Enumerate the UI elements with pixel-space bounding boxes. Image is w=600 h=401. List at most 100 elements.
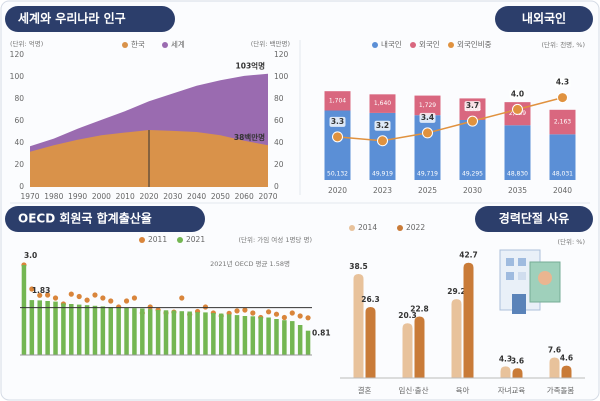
bar xyxy=(155,310,161,355)
bar xyxy=(37,300,42,355)
dot xyxy=(281,314,287,321)
legend-label: 2011 xyxy=(148,235,167,244)
line xyxy=(337,96,563,142)
x-tick-label: 2000 xyxy=(92,192,111,201)
x-tick-label: 2070 xyxy=(258,192,277,201)
y2-tick-label: 100 xyxy=(274,72,289,81)
bar xyxy=(451,299,462,378)
unit: (단위: 가임 여성 1명당 명) xyxy=(239,235,312,244)
bar xyxy=(500,366,511,378)
dot xyxy=(37,292,43,298)
bar xyxy=(290,321,295,355)
data-label: 3.0 xyxy=(24,251,37,260)
legend-swatch xyxy=(139,237,145,243)
x-tick-label: 2030 xyxy=(463,186,482,195)
x-tick-label: 2050 xyxy=(211,192,230,201)
data-label: 22.8 xyxy=(410,304,429,313)
annotation: 2021년 OECD 평균 1.58명 xyxy=(210,259,290,268)
legend-label: 2022 xyxy=(406,223,425,232)
data-label: 103억명 xyxy=(236,61,266,71)
data-label: 38.5 xyxy=(349,262,368,271)
x-tick-label: 2040 xyxy=(187,192,206,201)
dot xyxy=(76,293,82,300)
label-box xyxy=(374,120,391,131)
dot xyxy=(84,297,90,303)
legend-swatch xyxy=(410,42,416,48)
dot xyxy=(92,292,98,298)
bar xyxy=(92,305,98,355)
bar xyxy=(353,274,364,378)
bar xyxy=(250,316,256,355)
illustration xyxy=(499,249,561,314)
bar xyxy=(140,308,145,355)
bar-segment xyxy=(459,119,486,180)
legend-label: 외국인 xyxy=(419,39,440,49)
legend-label: 세계 xyxy=(171,39,185,49)
title-pill xyxy=(475,206,593,232)
y-tick-label: 60 xyxy=(14,116,24,125)
legend-swatch xyxy=(448,42,454,48)
line-point xyxy=(467,115,478,127)
x-tick-label: 1980 xyxy=(44,192,63,201)
legend-label: 한국 xyxy=(131,40,145,49)
bar xyxy=(84,305,90,355)
x-tick-label: 2040 xyxy=(553,186,572,195)
bar xyxy=(29,300,35,355)
y2-tick-label: 120 xyxy=(274,50,289,59)
data-label: 1,640 xyxy=(374,100,391,107)
y-tick-label: 40 xyxy=(14,138,24,147)
legend-label: 내국인 xyxy=(381,39,402,49)
bar xyxy=(195,312,200,355)
bar xyxy=(187,311,192,355)
x-tick-label: 2060 xyxy=(235,192,254,201)
bar xyxy=(203,312,208,355)
bar xyxy=(171,310,177,355)
bar xyxy=(21,265,27,355)
data-label: 49,295 xyxy=(462,171,483,178)
data-label: 4.3 xyxy=(499,354,512,363)
dot xyxy=(100,295,106,301)
x-tick-label: 2020 xyxy=(139,192,158,201)
bar-segment xyxy=(549,109,576,135)
line-point xyxy=(512,103,523,115)
data-label: 3.4 xyxy=(421,113,434,122)
bar-segment xyxy=(369,94,396,113)
bar xyxy=(53,301,58,355)
bar xyxy=(179,311,185,355)
data-label: 38백만명 xyxy=(234,132,265,142)
legend-swatch xyxy=(122,42,128,48)
dot xyxy=(250,310,256,316)
bar-segment xyxy=(504,125,531,180)
y-tick-label: 120 xyxy=(10,50,25,59)
data-label: 42.7 xyxy=(459,251,478,260)
dot xyxy=(29,286,35,292)
data-label: 26.3 xyxy=(361,295,380,304)
legend-swatch xyxy=(397,225,403,231)
bar xyxy=(282,320,287,355)
x-tick-label: 임신·출산 xyxy=(399,385,429,395)
x-tick-label: 2020 xyxy=(328,186,347,195)
data-label: 2,163 xyxy=(554,119,571,126)
bar xyxy=(45,301,50,355)
bar xyxy=(132,308,137,355)
bar xyxy=(242,316,248,355)
x-tick-label: 1970 xyxy=(20,192,39,201)
bar-segment xyxy=(414,95,441,116)
bar xyxy=(561,365,572,378)
bar xyxy=(76,304,82,355)
bar xyxy=(297,325,303,355)
bar xyxy=(100,306,106,355)
data-label: 20.3 xyxy=(398,311,417,320)
x-tick-label: 가족돌봄 xyxy=(547,386,575,395)
label-box xyxy=(509,89,526,100)
x-tick-label: 자녀교육 xyxy=(498,386,526,395)
bar-segment xyxy=(324,91,351,111)
dot xyxy=(273,311,280,317)
line-point xyxy=(557,92,568,104)
bar xyxy=(258,316,263,355)
y2-axis-unit: (단위: 백만명) xyxy=(251,39,290,48)
y2-tick-label: 60 xyxy=(274,116,284,125)
title-pill xyxy=(5,6,175,32)
data-label: 1,704 xyxy=(329,97,346,104)
legend-swatch xyxy=(162,42,168,48)
